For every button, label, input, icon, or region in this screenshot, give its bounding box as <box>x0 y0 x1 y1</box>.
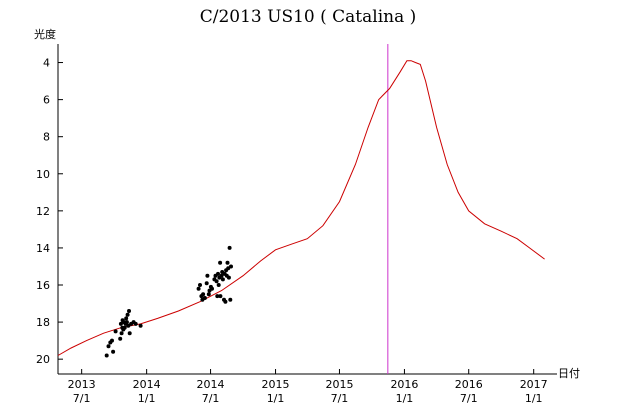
observation-point <box>223 299 228 304</box>
y-tick-label: 18 <box>36 316 50 329</box>
x-tick-date-label: 7/1 <box>460 392 478 405</box>
y-tick-label: 10 <box>36 168 50 181</box>
observation-point <box>138 323 143 328</box>
x-tick-year-label: 2017 <box>520 378 548 391</box>
x-tick-year-label: 2013 <box>68 378 96 391</box>
predicted-magnitude-curve <box>57 60 545 356</box>
observation-point <box>133 321 138 326</box>
observation-point <box>218 260 223 265</box>
observation-point <box>113 329 118 334</box>
x-tick-date-label: 7/1 <box>73 392 91 405</box>
observation-point <box>127 331 132 336</box>
x-axis-label: 日付 <box>558 367 580 380</box>
observation-point <box>229 264 233 269</box>
x-tick-date-label: 1/1 <box>267 392 285 405</box>
x-tick-date-label: 7/1 <box>202 392 220 405</box>
observation-point <box>210 286 214 291</box>
observation-point <box>215 294 220 299</box>
observation-point <box>119 331 124 336</box>
observation-point <box>204 281 209 286</box>
observation-point <box>106 344 111 349</box>
y-tick-label: 14 <box>36 242 50 255</box>
observation-point <box>118 336 123 341</box>
observation-point <box>205 273 210 278</box>
y-tick-label: 6 <box>43 94 50 107</box>
observation-point <box>214 279 219 284</box>
observation-point <box>226 275 231 280</box>
observation-point <box>201 292 206 297</box>
observation-point <box>198 283 202 287</box>
y-tick-label: 20 <box>36 353 50 366</box>
observation-point <box>227 245 232 250</box>
observation-point <box>110 338 114 343</box>
observation-point <box>126 323 131 328</box>
observation-point <box>218 294 223 299</box>
plot-area: 46810121416182020137/120141/120147/12015… <box>36 44 557 405</box>
observation-point <box>220 277 225 282</box>
observation-point <box>111 349 116 354</box>
x-tick-year-label: 2015 <box>262 378 290 391</box>
observation-point <box>216 271 220 276</box>
y-tick-label: 12 <box>36 205 50 218</box>
observation-point <box>125 312 130 317</box>
x-tick-year-label: 2014 <box>133 378 161 391</box>
observation-point <box>124 320 129 325</box>
observation-point <box>216 283 221 287</box>
observation-point <box>124 316 129 321</box>
observation-point <box>122 325 127 330</box>
x-tick-year-label: 2015 <box>325 378 353 391</box>
x-tick-year-label: 2016 <box>390 378 418 391</box>
observation-point <box>202 296 207 300</box>
y-tick-label: 8 <box>43 131 50 144</box>
observation-point <box>228 297 233 302</box>
x-tick-year-label: 2016 <box>455 378 483 391</box>
observation-point <box>225 260 230 265</box>
observation-point <box>104 353 109 358</box>
chart-title: C/2013 US10 ( Catalina ) <box>200 7 417 27</box>
x-tick-year-label: 2014 <box>197 378 225 391</box>
observation-point <box>118 321 123 326</box>
y-tick-label: 4 <box>43 57 50 70</box>
observation-point <box>196 286 201 291</box>
observation-point <box>206 292 211 297</box>
x-tick-date-label: 1/1 <box>138 392 156 405</box>
x-tick-date-label: 7/1 <box>331 392 349 405</box>
x-tick-date-label: 1/1 <box>396 392 414 405</box>
y-tick-label: 16 <box>36 279 50 292</box>
observation-point <box>219 273 224 278</box>
y-axis-label: 光度 <box>34 27 56 41</box>
x-tick-date-label: 1/1 <box>525 392 543 405</box>
observation-point <box>127 309 131 313</box>
